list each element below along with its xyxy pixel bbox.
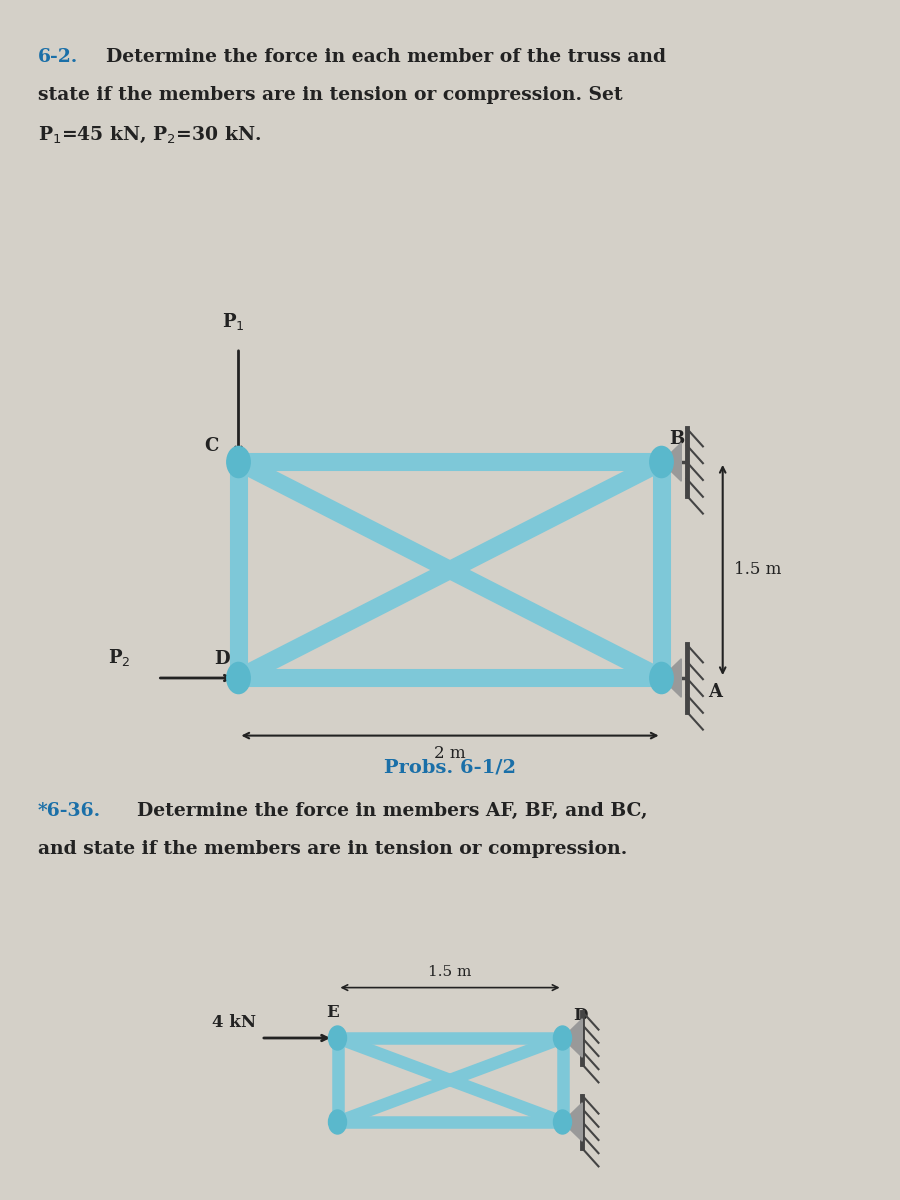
Polygon shape — [662, 443, 681, 481]
Text: *6-36.: *6-36. — [38, 802, 101, 820]
Text: P$_2$: P$_2$ — [108, 647, 130, 668]
Text: 1.5 m: 1.5 m — [428, 965, 472, 979]
Circle shape — [328, 1110, 346, 1134]
Text: Probs. 6-1/2: Probs. 6-1/2 — [384, 758, 516, 778]
Text: P$_1$: P$_1$ — [222, 311, 245, 332]
Polygon shape — [562, 1019, 582, 1057]
Circle shape — [227, 662, 250, 694]
Text: 6-2.: 6-2. — [38, 48, 78, 66]
Circle shape — [328, 1026, 346, 1050]
Polygon shape — [562, 1103, 582, 1141]
Text: B: B — [669, 430, 684, 448]
Text: 2 m: 2 m — [434, 745, 466, 762]
Text: D: D — [214, 650, 230, 668]
Text: E: E — [327, 1004, 339, 1021]
Text: P$_1$=45 kN, P$_2$=30 kN.: P$_1$=45 kN, P$_2$=30 kN. — [38, 125, 261, 145]
Text: Determine the force in each member of the truss and: Determine the force in each member of th… — [106, 48, 666, 66]
Circle shape — [650, 662, 673, 694]
Polygon shape — [662, 659, 681, 697]
Text: state if the members are in tension or compression. Set: state if the members are in tension or c… — [38, 86, 623, 104]
Text: Determine the force in members AF, BF, and BC,: Determine the force in members AF, BF, a… — [137, 802, 647, 820]
Text: 4 kN: 4 kN — [212, 1014, 256, 1031]
Circle shape — [227, 446, 250, 478]
Circle shape — [554, 1026, 572, 1050]
Text: C: C — [204, 437, 219, 455]
Text: D: D — [573, 1007, 588, 1024]
Text: 1.5 m: 1.5 m — [734, 562, 781, 578]
Circle shape — [650, 446, 673, 478]
Text: and state if the members are in tension or compression.: and state if the members are in tension … — [38, 840, 627, 858]
Circle shape — [554, 1110, 572, 1134]
Text: A: A — [708, 683, 723, 701]
